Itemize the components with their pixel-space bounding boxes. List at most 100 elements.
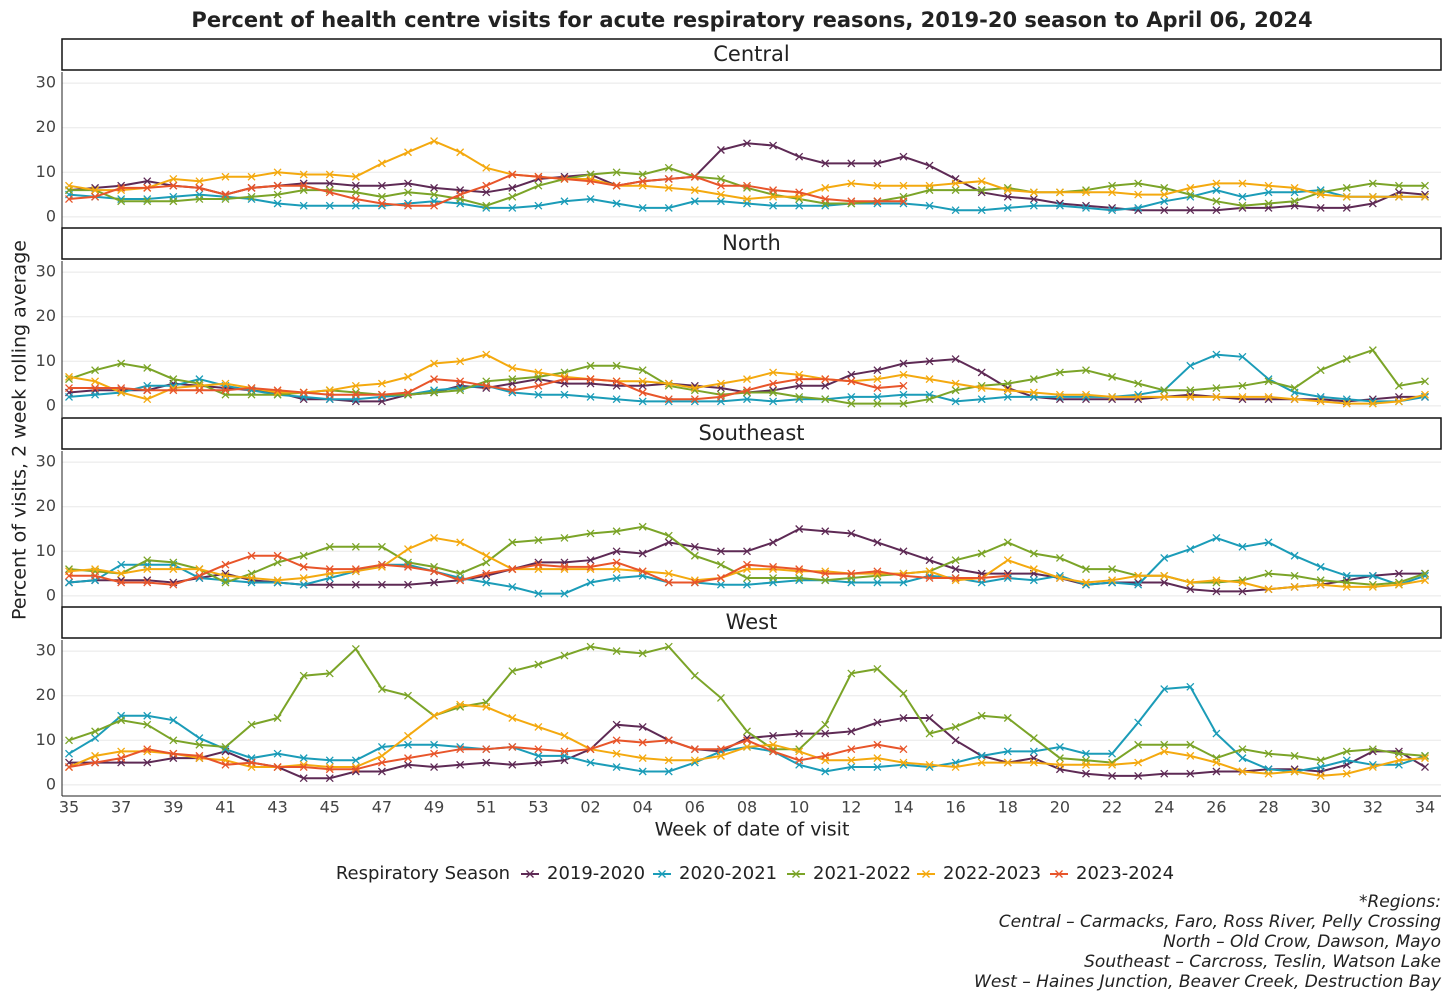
data-point — [638, 722, 647, 731]
data-point — [247, 384, 256, 392]
data-point — [1212, 392, 1221, 401]
panel-title: Southeast — [699, 421, 805, 445]
data-point — [404, 148, 412, 157]
data-point — [325, 188, 334, 197]
data-point — [325, 756, 334, 765]
data-point — [1212, 384, 1221, 392]
data-point — [1212, 197, 1221, 206]
data-point — [273, 558, 282, 567]
data-point — [769, 379, 778, 388]
data-point — [847, 377, 856, 386]
data-point — [690, 745, 699, 754]
data-point — [482, 702, 491, 711]
data-point — [925, 714, 934, 722]
data-point — [612, 647, 621, 656]
data-point — [1316, 771, 1325, 780]
data-point — [351, 390, 360, 399]
data-point — [899, 152, 908, 161]
data-point — [91, 751, 100, 760]
data-point — [1342, 192, 1351, 201]
data-point — [1003, 538, 1012, 547]
data-point — [1264, 181, 1273, 190]
data-point — [899, 714, 908, 722]
data-point — [508, 538, 517, 547]
data-point — [1212, 206, 1221, 215]
data-point — [899, 758, 908, 767]
data-point — [873, 159, 882, 168]
data-point — [612, 199, 621, 208]
data-point — [1368, 399, 1377, 408]
data-point — [716, 181, 725, 190]
data-point — [951, 379, 960, 388]
data-point — [612, 565, 621, 574]
data-point — [560, 390, 569, 399]
data-point — [1134, 580, 1143, 589]
data-point — [1421, 181, 1429, 190]
data-point — [560, 197, 569, 206]
data-point — [1108, 576, 1117, 585]
data-point — [169, 749, 178, 758]
data-point — [351, 542, 360, 551]
data-point — [1394, 756, 1403, 765]
y-tick-label: 30 — [36, 262, 56, 281]
data-point — [1055, 390, 1064, 399]
data-point — [925, 567, 934, 576]
data-point — [795, 188, 804, 197]
data-point — [821, 375, 830, 384]
data-point — [273, 749, 282, 758]
data-point — [143, 556, 152, 565]
data-point — [899, 399, 908, 408]
data-point — [117, 359, 126, 368]
data-point — [743, 560, 751, 569]
data-point — [430, 763, 439, 771]
data-point — [1316, 562, 1325, 571]
data-point — [1342, 582, 1351, 591]
data-point — [1316, 366, 1325, 375]
data-point — [1108, 372, 1117, 381]
data-point — [743, 743, 751, 751]
data-point — [1160, 571, 1169, 580]
data-point — [1186, 361, 1195, 370]
data-point — [1238, 587, 1247, 596]
data-point — [1055, 574, 1064, 582]
x-tick-label: 47 — [372, 798, 392, 817]
data-point — [951, 397, 960, 406]
data-point — [351, 188, 360, 197]
x-tick-label: 53 — [528, 798, 548, 817]
data-point — [195, 177, 204, 186]
data-point — [325, 390, 334, 399]
legend-label: 2022-2023 — [943, 863, 1041, 884]
data-point — [951, 355, 960, 364]
x-tick-label: 12 — [841, 798, 861, 817]
data-point — [1134, 571, 1143, 580]
data-point — [690, 172, 699, 181]
x-tick-label: 02 — [580, 798, 600, 817]
data-point — [430, 711, 439, 720]
data-point — [377, 390, 386, 399]
data-point — [586, 195, 595, 203]
data-point — [690, 551, 699, 560]
data-point — [821, 576, 830, 585]
data-point — [1212, 767, 1221, 776]
data-point — [351, 580, 360, 589]
data-point — [325, 765, 334, 774]
data-point — [430, 359, 439, 368]
data-point — [873, 665, 882, 673]
data-point — [873, 366, 882, 375]
x-tick-label: 08 — [737, 798, 757, 817]
data-point — [1290, 183, 1299, 192]
data-point — [743, 375, 751, 384]
legend-marker — [792, 870, 800, 878]
data-point — [534, 201, 543, 210]
data-point — [143, 386, 152, 395]
data-point — [195, 571, 204, 580]
data-point — [1368, 192, 1377, 201]
data-point — [91, 758, 100, 767]
data-point — [638, 567, 647, 576]
x-tick-label: 35 — [59, 798, 79, 817]
data-point — [1003, 192, 1012, 201]
data-point — [430, 567, 439, 576]
data-point — [1264, 199, 1273, 208]
x-tick-label: 45 — [320, 798, 340, 817]
data-point — [716, 693, 725, 702]
